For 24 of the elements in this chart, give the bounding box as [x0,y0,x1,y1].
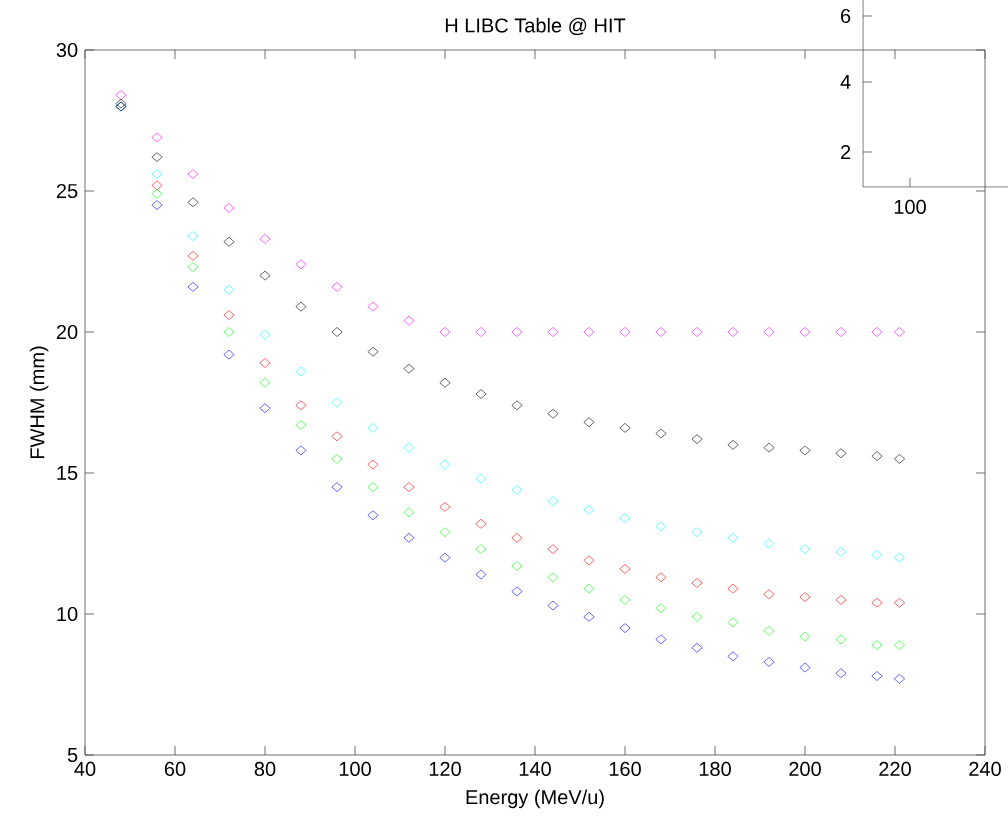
y-tick-label: 20 [56,324,78,340]
x-tick-label: 180 [699,761,731,777]
x-tick-label: 60 [164,761,186,777]
text: 6 [841,8,851,24]
annotation: 4 [840,75,851,89]
y-tick-label: 15 [57,466,78,480]
x-axis-title: Energy (MeV/u) [466,789,604,809]
y-tick-label: 25 [56,183,78,199]
x-tick-label: 100 [339,761,371,777]
annotation: 100 [894,199,926,215]
x-tick-label: 220 [879,761,911,777]
x-tick-label: 160 [609,761,641,777]
x-tick-label: 80 [254,761,276,777]
x-tick-label: 120 [429,761,461,777]
x-tick-label: 40 [74,761,96,777]
chart-title: H LIBC Table @ HIT [445,17,626,36]
y-tick-label: 5 [67,748,78,762]
x-tick-label: 200 [789,761,821,777]
annotation: 2 [841,145,851,159]
x-tick-label: 240 [969,761,1001,777]
y-axis-title: FWHM (mm) [29,346,49,459]
y-tick-label: 30 [56,42,78,58]
y-tick-label: 10 [57,606,78,622]
x-tick-label: 140 [519,761,551,777]
